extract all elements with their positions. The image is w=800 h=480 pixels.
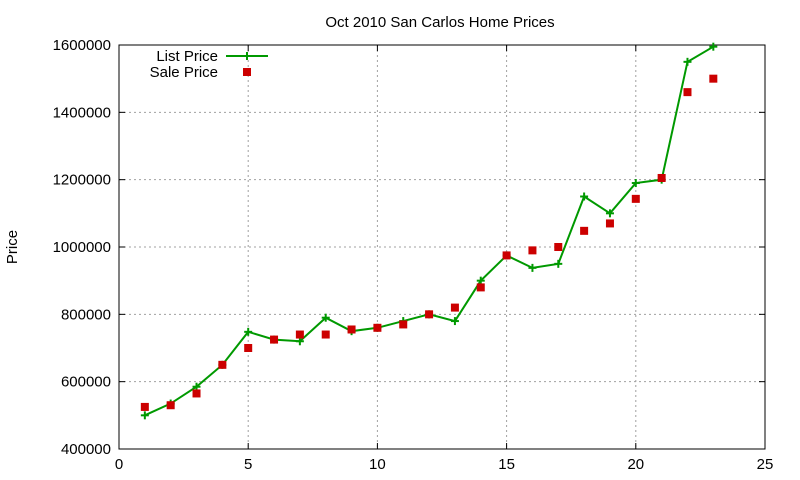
sale-price-point	[347, 325, 356, 334]
sale-price-point	[683, 88, 692, 97]
sale-price-point	[476, 283, 485, 292]
list-price-point	[140, 411, 149, 420]
x-tick-label: 25	[757, 456, 774, 473]
sale-price-point	[657, 173, 666, 182]
y-tick-label: 1400000	[53, 104, 111, 121]
sale-price-point	[425, 310, 434, 319]
list-price-point	[580, 192, 589, 201]
x-tick-label: 10	[369, 456, 386, 473]
list-price-line	[144, 45, 714, 417]
sale-price-point	[554, 243, 563, 251]
y-tick-label: 600000	[61, 374, 111, 391]
legend-label-sale-price: Sale Price	[150, 64, 218, 81]
series-layer	[140, 42, 718, 420]
y-tick-label: 400000	[61, 441, 111, 458]
legend-label-list-price: List Price	[156, 48, 218, 65]
x-tick-label: 20	[627, 456, 644, 473]
sale-price-point	[631, 194, 640, 203]
list-price-point	[554, 259, 563, 268]
y-tick-label: 1000000	[53, 239, 111, 256]
sale-price-point	[166, 401, 175, 410]
list-price-point	[709, 42, 718, 51]
list-price-point	[683, 57, 692, 66]
grid-lines	[119, 45, 765, 449]
x-tick-label: 15	[498, 456, 515, 473]
y-tick-label: 1600000	[53, 37, 111, 54]
sale-price-point	[140, 402, 149, 411]
list-price-point	[321, 313, 330, 322]
sale-price-point	[321, 330, 330, 339]
sale-price-point	[502, 251, 511, 260]
x-tick-label: 0	[115, 456, 123, 473]
sale-price-point	[218, 360, 227, 369]
sale-price-point	[580, 226, 589, 235]
list-price-point	[631, 179, 640, 188]
sale-price-point	[192, 389, 201, 398]
sale-price-point	[528, 246, 537, 255]
y-axis-label: Price	[4, 230, 21, 264]
list-price-point	[605, 209, 614, 218]
legend-swatch-square	[243, 68, 251, 76]
x-tick-label: 5	[244, 456, 252, 473]
chart-title: Oct 2010 San Carlos Home Prices	[325, 14, 554, 31]
sale-price-point	[244, 344, 253, 352]
list-price-point	[295, 337, 304, 346]
list-price-point	[476, 276, 485, 285]
list-price-point	[192, 382, 201, 391]
sale-price-point	[709, 74, 718, 83]
sale-price-point	[399, 320, 408, 329]
legend-swatch-cross	[243, 52, 251, 60]
sale-price-point	[373, 323, 382, 332]
list-price-point	[528, 263, 537, 272]
axis-ticks: 0 5 10 15 20 25 400000 600000 800000 1000000 12000…	[53, 37, 774, 473]
sale-price-point	[605, 219, 614, 228]
y-tick-label: 800000	[61, 306, 111, 323]
sale-price-point	[270, 335, 279, 344]
list-price-point	[450, 317, 459, 326]
y-tick-label: 1200000	[53, 172, 111, 189]
sale-price-point	[295, 330, 304, 339]
list-price-point	[244, 327, 253, 336]
sale-price-point	[450, 303, 459, 312]
